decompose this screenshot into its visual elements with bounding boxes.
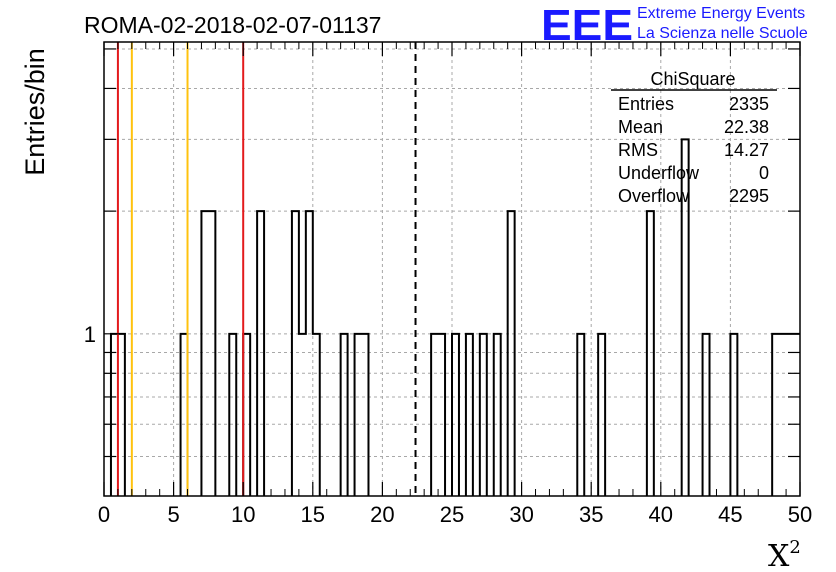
histogram-bin	[313, 334, 320, 496]
histogram-bin	[341, 334, 348, 496]
stats-box-rows: Entries 2335 Mean 22.38 RMS 14.27 Underflow 0 Ov…	[618, 94, 769, 206]
x-tick-label: 25	[440, 502, 464, 527]
histogram-bin	[438, 334, 445, 496]
eee-logo: EEE Extreme Energy Events La Scienza nel…	[541, 1, 808, 50]
histogram-bin	[647, 211, 654, 496]
histogram-bin	[480, 334, 487, 496]
stats-row-label: Underflow	[618, 163, 700, 183]
x-tick-label: 50	[788, 502, 812, 527]
x-tick-label: 35	[579, 502, 603, 527]
histogram-bin	[577, 334, 584, 496]
histogram-bin	[452, 334, 459, 496]
histogram-bin	[355, 334, 362, 496]
x-tick-label: 45	[718, 502, 742, 527]
histogram-bin	[257, 211, 264, 496]
histogram-bin	[306, 211, 313, 496]
histogram-bin	[779, 334, 786, 496]
stats-row-value: 2335	[729, 94, 769, 114]
histogram-bin	[431, 334, 438, 496]
stats-box: ChiSquare Entries 2335 Mean 22.38 RMS 14.27 Un…	[611, 69, 777, 206]
stats-row-value: 14.27	[724, 140, 769, 160]
eee-logo-line1: Extreme Energy Events	[637, 5, 805, 22]
x-tick-label: 5	[167, 502, 179, 527]
y-tick-label: 1	[84, 322, 96, 347]
x-axis-label-superscript: 2	[789, 537, 800, 558]
histogram-bin	[703, 334, 710, 496]
x-axis-label: X2	[768, 537, 801, 572]
chart-title: ROMA-02-2018-02-07-01137	[84, 12, 381, 38]
x-tick-label: 10	[231, 502, 255, 527]
histogram-bin	[598, 334, 605, 496]
x-tick-label: 20	[370, 502, 394, 527]
histogram-bin	[292, 211, 299, 496]
y-axis-label: Entries/bin	[20, 48, 50, 176]
histogram-bin	[730, 334, 737, 496]
stats-row-value: 2295	[729, 186, 769, 206]
histogram-bin	[229, 334, 236, 496]
histogram-series	[109, 138, 800, 496]
stats-row-label: Entries	[618, 94, 674, 114]
marker-lines	[116, 42, 417, 496]
histogram-bin	[208, 211, 215, 496]
histogram-bin	[362, 334, 369, 496]
stats-row-label: RMS	[618, 140, 658, 160]
eee-logo-text: EEE	[541, 1, 633, 50]
stats-row-value: 0	[759, 163, 769, 183]
histogram-outline	[109, 138, 800, 496]
histogram-bin	[793, 334, 800, 496]
histogram-bin	[111, 334, 118, 496]
stats-row-value: 22.38	[724, 117, 769, 137]
histogram-bin	[466, 334, 473, 496]
stats-box-title: ChiSquare	[650, 69, 735, 89]
x-tick-label: 15	[301, 502, 325, 527]
x-tick-label: 0	[98, 502, 110, 527]
x-axis-label-base: X	[768, 539, 790, 572]
stats-row-label: Mean	[618, 117, 663, 137]
histogram-bin	[181, 334, 188, 496]
histogram-bin	[494, 334, 501, 496]
axis-ticks	[103, 42, 801, 496]
x-tick-label: 30	[509, 502, 533, 527]
histogram-bin	[508, 211, 515, 496]
eee-logo-line2: La Scienza nelle Scuole	[637, 25, 808, 42]
histogram-bin	[118, 334, 125, 496]
histogram-bin	[786, 334, 793, 496]
stats-row-label: Overflow	[618, 186, 690, 206]
axis-tick-labels: 0 5 10 15 20 25 30 35 40 45 50 1	[84, 322, 812, 527]
histogram-bin	[201, 211, 208, 496]
x-tick-label: 40	[649, 502, 673, 527]
histogram-bin	[243, 334, 250, 496]
histogram-bin	[772, 334, 779, 496]
histogram-bin	[299, 334, 306, 496]
